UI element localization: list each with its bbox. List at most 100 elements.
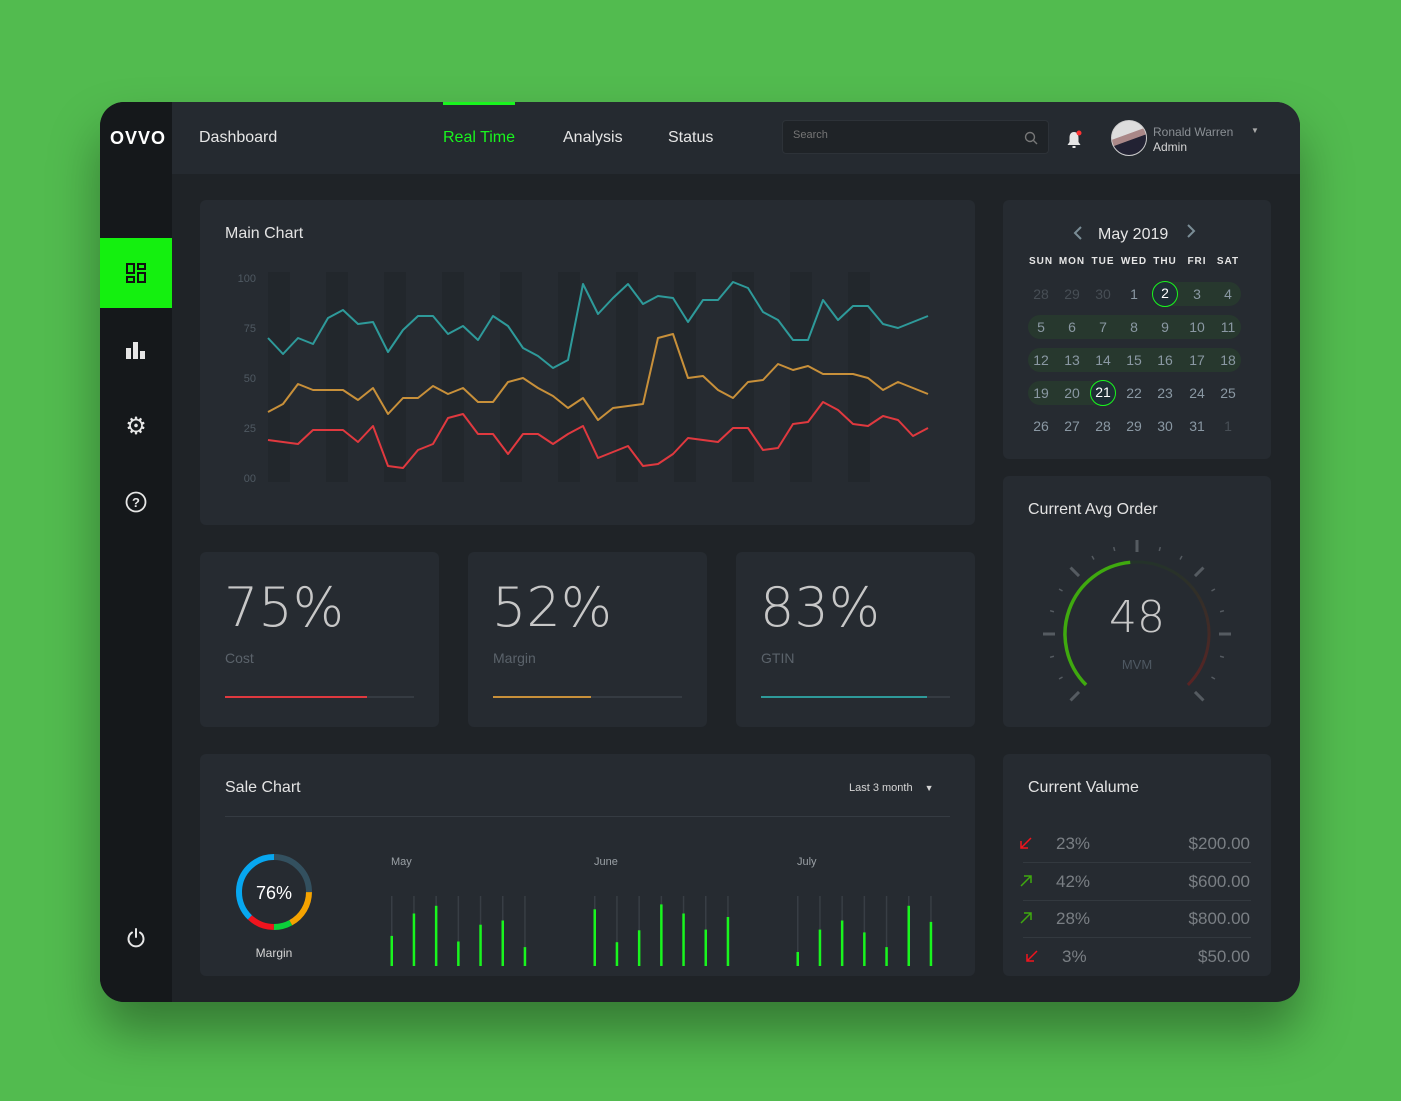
sidebar-item-dashboard[interactable] — [100, 238, 172, 308]
bar-track — [797, 896, 799, 966]
bar — [704, 929, 707, 966]
calendar-day[interactable]: 11 — [1220, 319, 1236, 335]
kpi-progress-bar — [225, 696, 414, 698]
kpi-card: 52% Margin — [468, 552, 707, 727]
calendar-day[interactable]: 19 — [1033, 385, 1049, 401]
prev-month-button[interactable] — [1073, 224, 1083, 245]
calendar-range-highlight — [1028, 315, 1241, 339]
gauge-tick — [1069, 566, 1081, 578]
calendar-day[interactable]: 30 — [1095, 286, 1111, 302]
chart-band — [442, 272, 464, 482]
help-icon: ? — [125, 491, 147, 513]
kpi-progress-bar — [493, 696, 682, 698]
calendar-day[interactable]: 4 — [1224, 286, 1232, 302]
gauge-tick — [1158, 546, 1162, 552]
kpi-progress-fill — [493, 696, 592, 698]
sidebar-item-help[interactable]: ? — [100, 467, 172, 537]
bar — [818, 929, 822, 966]
search-icon[interactable] — [1024, 131, 1038, 145]
calendar-day[interactable]: 22 — [1126, 385, 1142, 401]
search-box[interactable] — [782, 120, 1049, 154]
arrow-up-right-icon — [1020, 874, 1032, 887]
calendar-day[interactable]: 30 — [1157, 418, 1173, 434]
calendar-day[interactable]: 24 — [1189, 385, 1205, 401]
search-input[interactable] — [793, 129, 1013, 141]
calendar-day[interactable]: 15 — [1126, 352, 1142, 368]
bar-track — [457, 896, 460, 966]
avatar[interactable] — [1111, 120, 1147, 156]
main-chart-title: Main Chart — [225, 225, 304, 242]
bar — [479, 924, 482, 966]
calendar-day[interactable]: 16 — [1157, 352, 1173, 368]
sidebar-item-logout[interactable] — [100, 903, 172, 973]
calendar-day[interactable]: 28 — [1033, 286, 1049, 302]
calendar-day[interactable]: 5 — [1037, 319, 1045, 335]
calendar-day[interactable]: 29 — [1064, 286, 1080, 302]
kpi-label: GTIN — [761, 650, 795, 666]
volume-amount: $600.00 — [1188, 871, 1250, 891]
y-tick-label: 50 — [244, 373, 256, 385]
gauge-value: 48 — [1109, 592, 1165, 643]
calendar-day[interactable]: 10 — [1189, 319, 1205, 335]
bar — [863, 932, 866, 966]
kpi-value: 52% — [492, 576, 613, 639]
kpi-progress-bar — [761, 696, 950, 698]
period-dropdown-value: Last 3 month — [849, 782, 913, 794]
volume-percent: 3% — [1062, 946, 1087, 966]
calendar-day[interactable]: 6 — [1068, 319, 1076, 335]
calendar-day[interactable]: 20 — [1064, 385, 1080, 401]
user-menu-caret-icon[interactable]: ▼ — [1251, 126, 1259, 135]
calendar-day[interactable]: 28 — [1095, 418, 1111, 434]
user-name: Ronald Warren — [1153, 125, 1234, 139]
calendar-day[interactable]: 29 — [1126, 418, 1142, 434]
tab-real-time[interactable]: Real Time — [443, 129, 516, 146]
gauge-tick — [1211, 588, 1216, 592]
calendar-day[interactable]: 3 — [1193, 286, 1201, 302]
calendar-dow: WED — [1120, 256, 1148, 267]
series-line-1 — [267, 333, 929, 421]
bar — [434, 905, 438, 966]
calendar-day[interactable]: 18 — [1220, 352, 1236, 368]
volume-percent: 28% — [1056, 909, 1091, 928]
group-label: July — [797, 856, 817, 868]
gauge-tick — [1049, 655, 1055, 659]
gear-icon: ⚙ — [125, 412, 147, 440]
calendar-day[interactable]: 12 — [1033, 352, 1049, 368]
bar — [682, 913, 685, 966]
sidebar-item-settings[interactable]: ⚙ — [100, 391, 172, 461]
calendar-card: May 2019 SUN MON TUE WED THU FRI SAT 28 29 30 1 2 3 4… — [1003, 200, 1271, 459]
calendar-day[interactable]: 13 — [1064, 352, 1080, 368]
tab-analysis[interactable]: Analysis — [563, 129, 623, 146]
notifications-button[interactable] — [1065, 130, 1083, 155]
chart-band — [558, 272, 580, 482]
kpi-label: Margin — [493, 650, 536, 666]
calendar-day[interactable]: 1 — [1224, 418, 1232, 434]
gauge-tick — [1058, 676, 1063, 680]
volume-percent: 23% — [1056, 834, 1091, 853]
calendar-day[interactable]: 26 — [1033, 418, 1049, 434]
calendar-day[interactable]: 2 — [1152, 281, 1178, 307]
bar-track — [524, 896, 526, 966]
calendar-day[interactable]: 31 — [1189, 418, 1205, 434]
calendar-day[interactable]: 23 — [1157, 385, 1173, 401]
calendar-day[interactable]: 21 — [1090, 380, 1116, 406]
calendar-day[interactable]: 17 — [1189, 352, 1205, 368]
period-dropdown[interactable]: Last 3 month ▼ — [849, 782, 934, 794]
calendar-day[interactable]: 1 — [1130, 286, 1138, 302]
calendar-day[interactable]: 25 — [1220, 385, 1236, 401]
chart-band — [616, 272, 638, 482]
gauge-tick — [1179, 555, 1183, 560]
calendar-day[interactable]: 14 — [1095, 352, 1111, 368]
next-month-button[interactable] — [1186, 224, 1196, 243]
calendar-day[interactable]: 9 — [1161, 319, 1169, 335]
gauge — [1043, 540, 1231, 702]
calendar-day[interactable]: 8 — [1130, 319, 1138, 335]
active-tab-indicator — [443, 102, 515, 105]
tab-status[interactable]: Status — [668, 129, 714, 146]
calendar-range-highlight — [1028, 348, 1241, 372]
calendar-day[interactable]: 27 — [1064, 418, 1080, 434]
calendar-day[interactable]: 7 — [1099, 319, 1107, 335]
volume-row: 42% $600.00 — [1003, 864, 1271, 901]
donut-slice — [236, 854, 312, 930]
sidebar-item-analytics[interactable] — [100, 315, 172, 385]
